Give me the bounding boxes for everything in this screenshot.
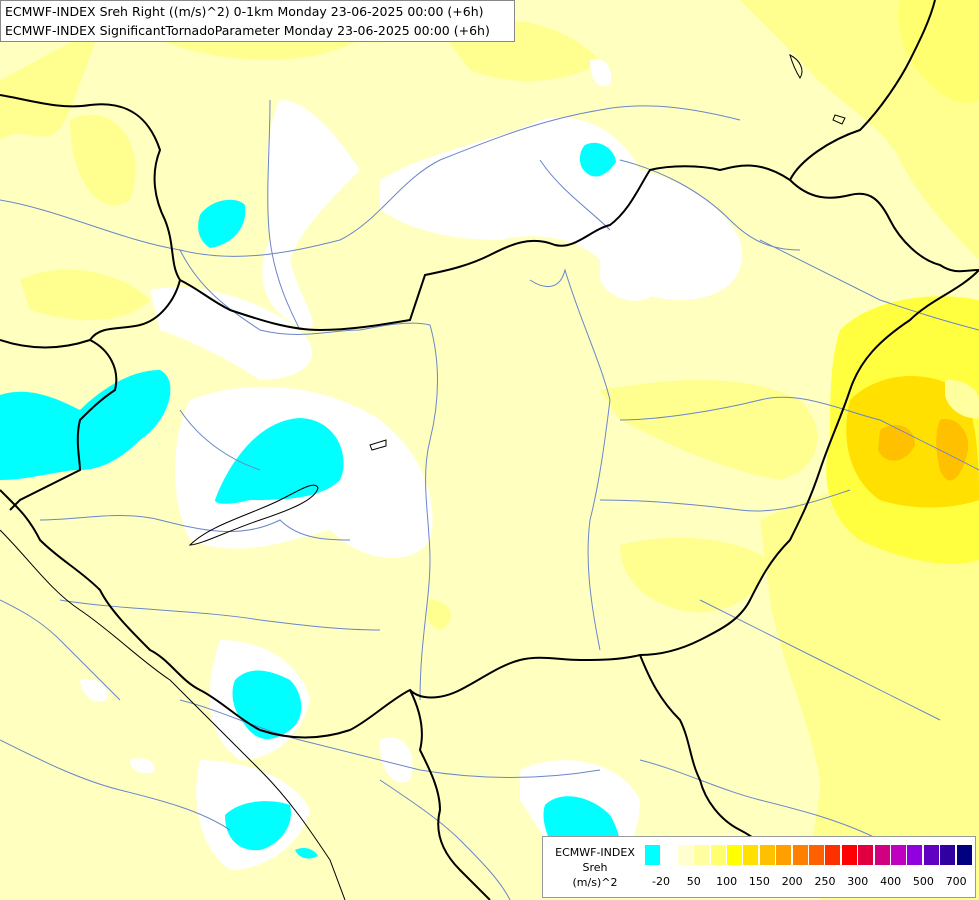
legend-swatch <box>841 845 857 865</box>
lake-balaton <box>188 484 319 546</box>
legend-tick-label: 400 <box>880 875 902 888</box>
legend-tick-label: 50 <box>686 875 701 888</box>
legend-swatch <box>956 845 972 865</box>
legend-swatch <box>891 845 906 865</box>
coastlines <box>0 54 846 900</box>
legend-title-line: ECMWF-INDEX <box>555 846 635 859</box>
legend-swatch <box>645 845 660 865</box>
legend-tick-label: 700 <box>945 875 967 888</box>
legend-ticks: -20 50 100 150 200 250 300 400 500 700 <box>645 875 975 891</box>
legend-swatch <box>776 845 792 865</box>
legend-swatch <box>759 845 775 865</box>
legend-tick-label: 200 <box>781 875 803 888</box>
title-line-1: ECMWF-INDEX Sreh Right ((m/s)^2) 0-1km M… <box>5 4 484 19</box>
legend-swatch <box>661 845 677 865</box>
legend-swatch <box>858 845 874 865</box>
legend-tick-label: 250 <box>814 875 836 888</box>
legend-swatch <box>907 845 923 865</box>
legend-tick-label: -20 <box>652 875 670 888</box>
legend-swatch <box>743 845 759 865</box>
rivers <box>0 99 979 900</box>
small-lake <box>369 439 387 451</box>
legend-swatch <box>809 845 824 865</box>
color-legend: ECMWF-INDEX Sreh (m/s)^2 -20 50 100 150 200 2… <box>542 836 976 898</box>
title-line-2: ECMWF-INDEX SignificantTornadoParameter … <box>5 23 490 38</box>
legend-swatch <box>677 845 693 865</box>
legend-tick-label: 300 <box>847 875 869 888</box>
legend-swatch <box>825 845 841 865</box>
map-title-box: ECMWF-INDEX Sreh Right ((m/s)^2) 0-1km M… <box>0 0 515 42</box>
legend-tick-label: 500 <box>912 875 934 888</box>
legend-swatch <box>694 845 710 865</box>
legend-tick-label: 100 <box>716 875 738 888</box>
legend-swatch <box>940 845 956 865</box>
legend-title-line: (m/s)^2 <box>572 876 618 889</box>
legend-swatch <box>727 845 742 865</box>
legend-swatch <box>792 845 808 865</box>
legend-tick-label: 150 <box>748 875 770 888</box>
yellow-areas <box>826 0 979 564</box>
legend-swatch <box>710 845 726 865</box>
legend-swatch <box>874 845 890 865</box>
legend-swatch <box>923 845 939 865</box>
legend-title: ECMWF-INDEX Sreh (m/s)^2 <box>547 845 643 890</box>
legend-title-line: Sreh <box>582 861 608 874</box>
